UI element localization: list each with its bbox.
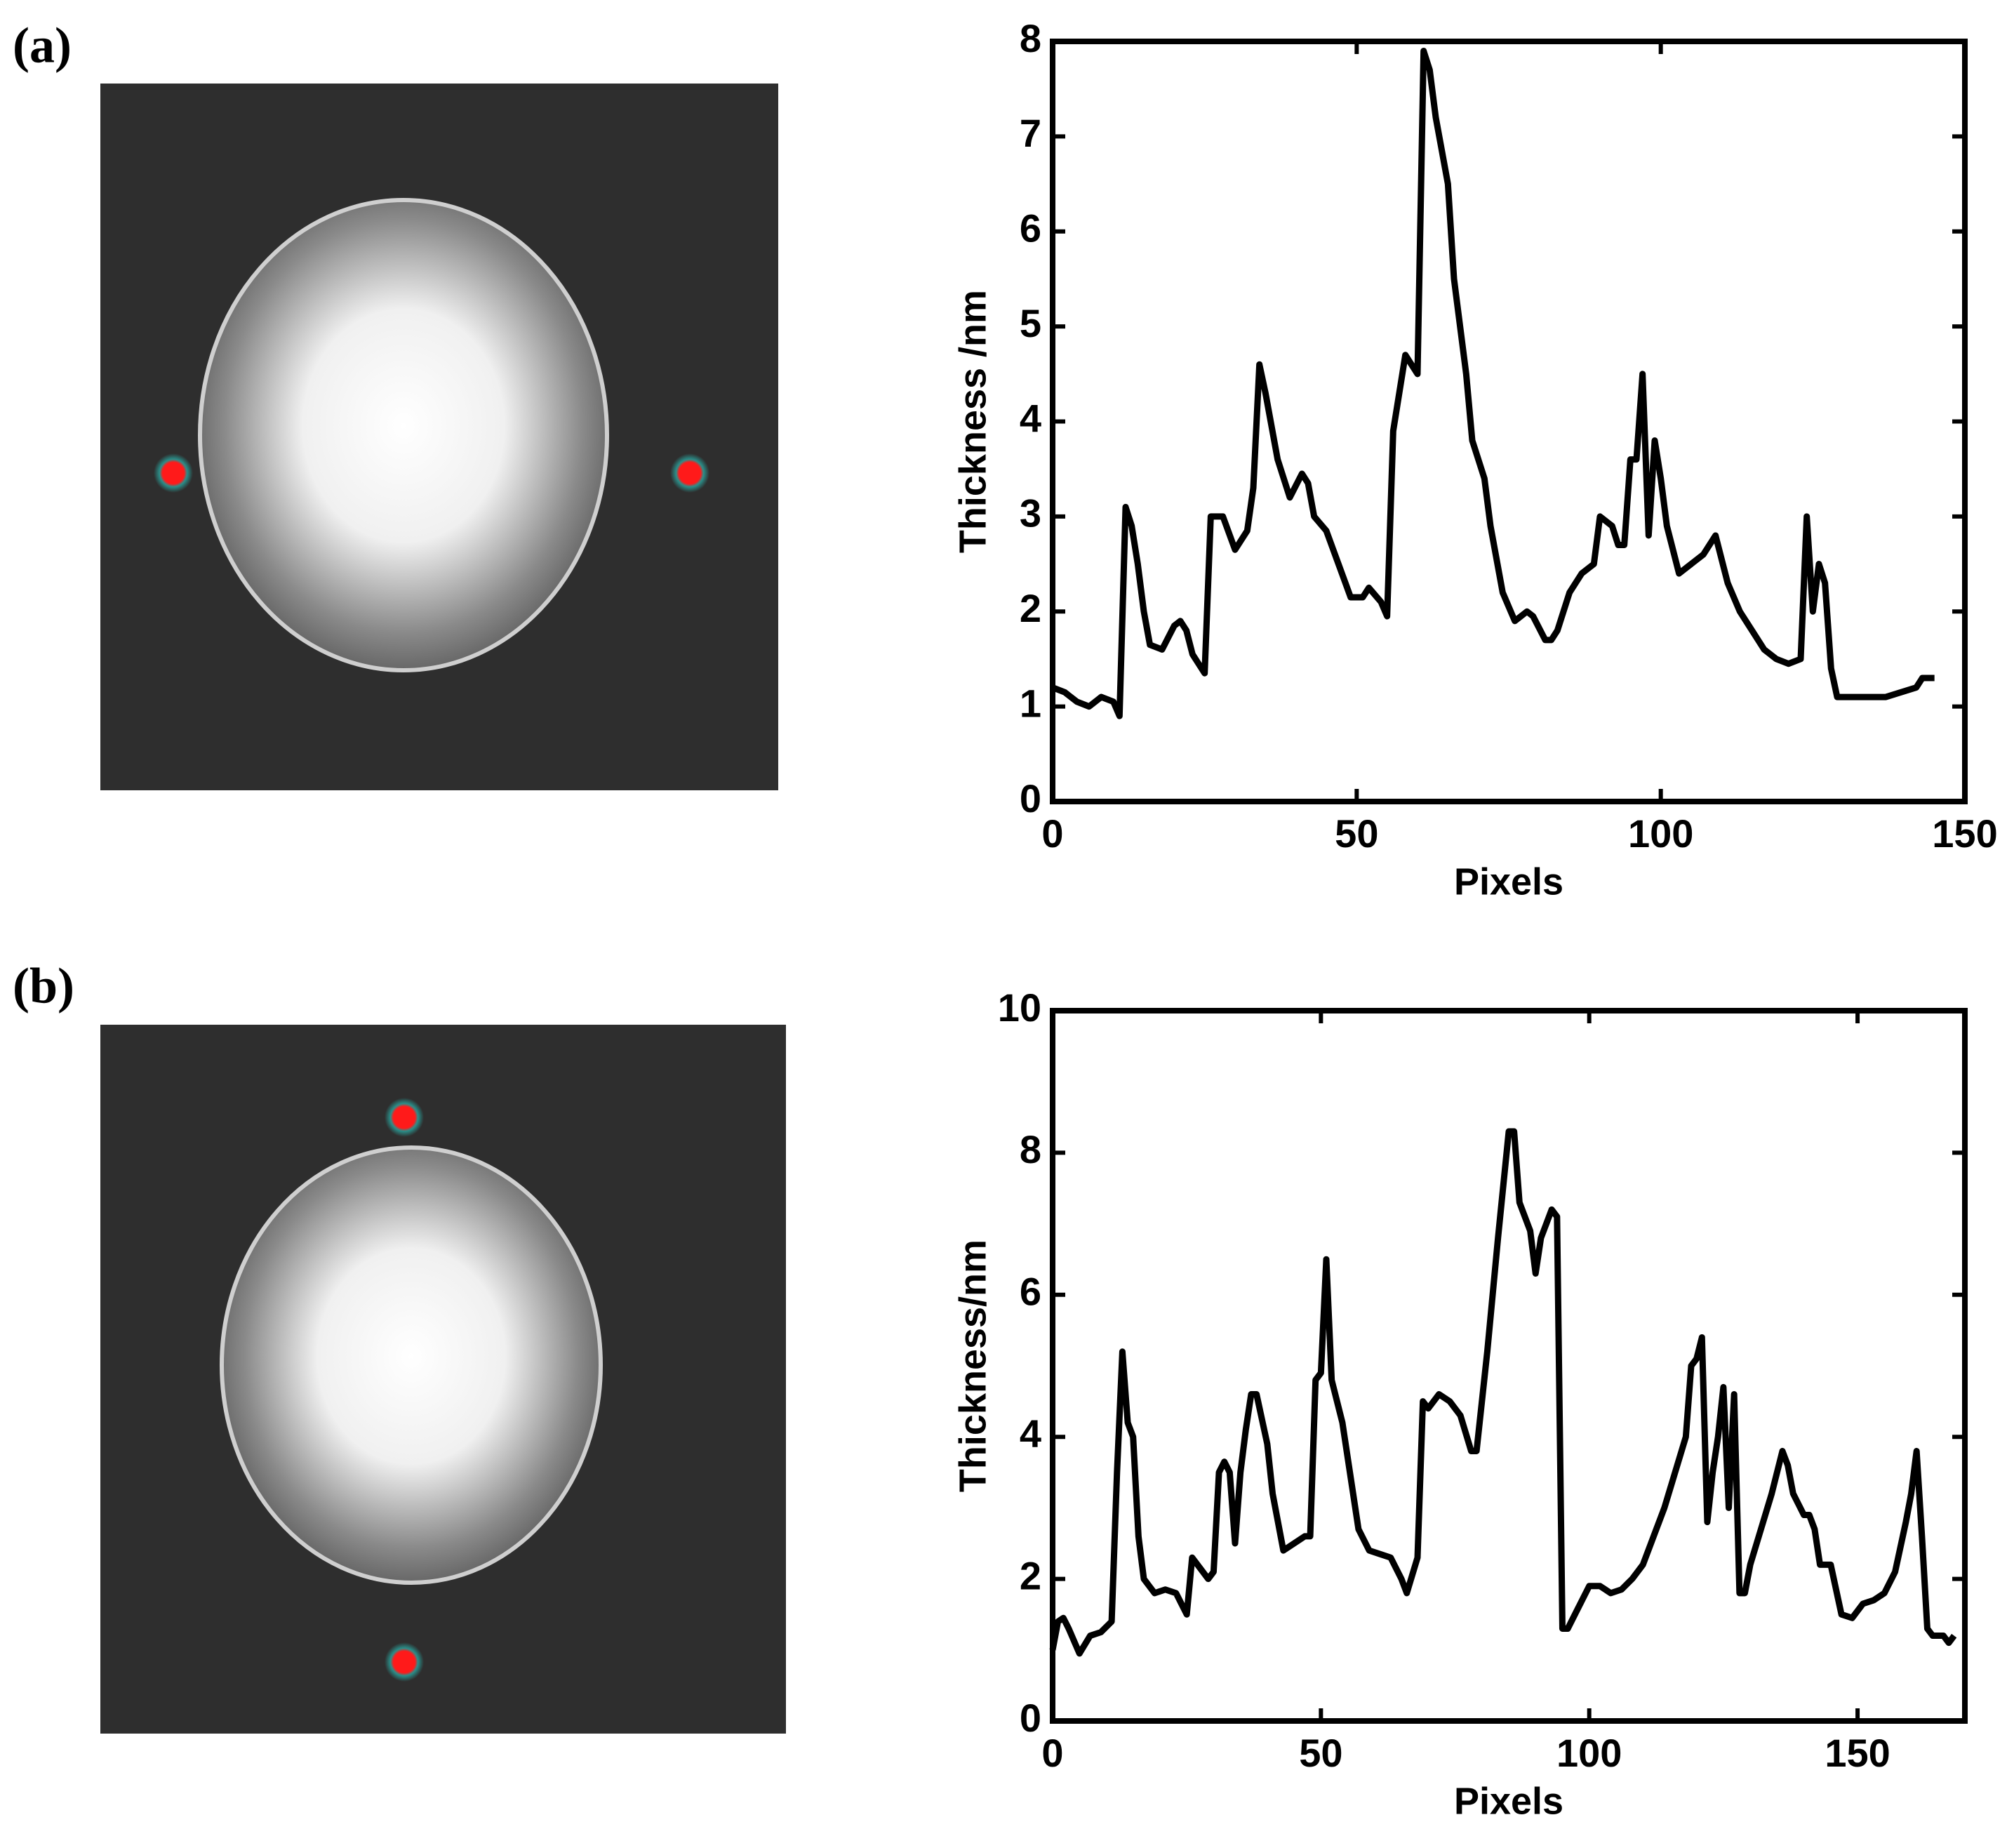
x-tick-label: 0 — [1041, 811, 1063, 856]
x-tick-label: 0 — [1041, 1731, 1063, 1775]
y-tick-label: 8 — [1020, 1127, 1041, 1171]
y-tick-label: 6 — [1020, 206, 1041, 251]
y-tick-label: 1 — [1020, 681, 1041, 725]
y-tick-label: 4 — [1020, 1411, 1041, 1456]
plot-frame — [1050, 39, 1968, 804]
x-axis-label: Pixels — [1454, 1780, 1563, 1822]
x-tick-label: 100 — [1556, 1731, 1622, 1775]
plot-frame — [1050, 1008, 1968, 1724]
x-tick-label: 150 — [1825, 1731, 1890, 1775]
y-tick-label: 2 — [1020, 586, 1041, 630]
panel-label: (a) — [13, 18, 72, 74]
y-tick-label: 4 — [1020, 396, 1041, 440]
y-tick-label: 0 — [1020, 776, 1041, 820]
y-tick-label: 3 — [1020, 491, 1041, 536]
y-tick-label: 0 — [1020, 1696, 1041, 1740]
x-tick-label: 50 — [1335, 811, 1378, 856]
x-tick-label: 50 — [1299, 1731, 1342, 1775]
x-tick-label: 100 — [1628, 811, 1693, 856]
y-tick-label: 2 — [1020, 1553, 1041, 1597]
y-tick-label: 10 — [998, 985, 1041, 1030]
y-tick-label: 5 — [1020, 301, 1041, 345]
y-tick-label: 8 — [1020, 16, 1041, 60]
y-axis-label: Thickness /nm — [952, 290, 994, 553]
y-axis-label: Thickness/nm — [952, 1239, 994, 1492]
x-tick-label: 150 — [1932, 811, 1997, 856]
panel-label: (b) — [13, 958, 74, 1014]
data-line — [1051, 48, 1935, 719]
x-axis-label: Pixels — [1454, 860, 1563, 903]
micrograph-b — [100, 1025, 786, 1734]
data-line — [1049, 1128, 1957, 1657]
y-tick-label: 7 — [1020, 111, 1041, 155]
y-tick-label: 6 — [1020, 1270, 1041, 1314]
micrograph-a — [100, 84, 778, 790]
